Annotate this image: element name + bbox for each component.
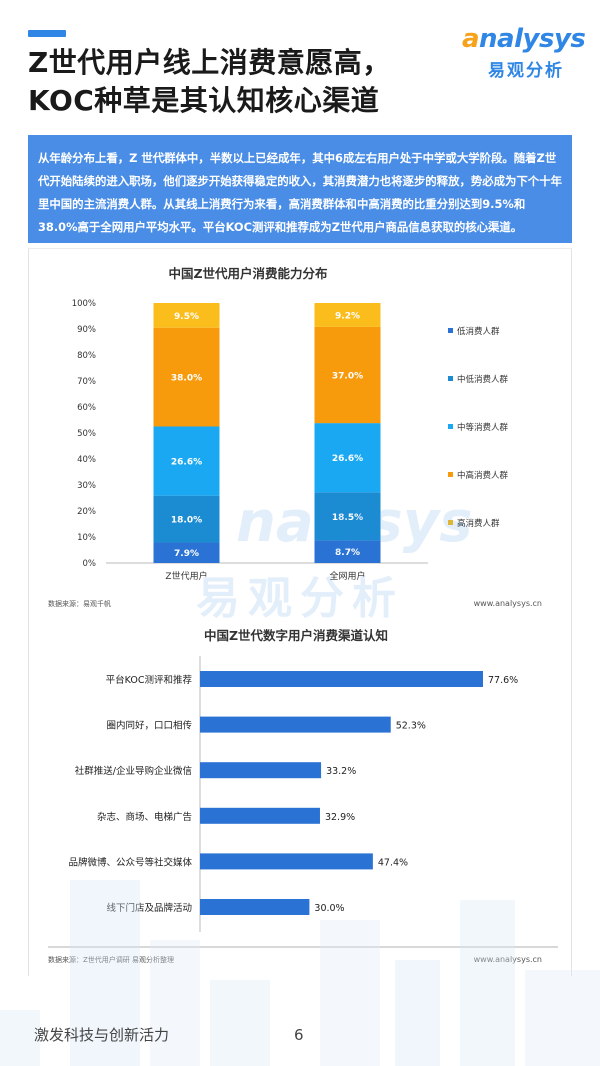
chart1-bar-segment: [153, 303, 220, 328]
chart2-category-label: 平台KOC测评和推荐: [106, 674, 193, 686]
chart1-y-tick: 10%: [77, 533, 96, 543]
chart2-category-label: 圈内同好，口口相传: [106, 720, 192, 732]
chart1-y-tick: 30%: [77, 481, 96, 491]
chart2-bar: [200, 853, 373, 870]
consumption-channel-chart: 中国Z世代数字用户消费渠道认知 77.6% 52.3% 33.2% 32.9% 47.4…: [48, 628, 558, 964]
consumption-ability-chart: 中国Z世代用户消费能力分布 7.9% 18.0% 26.6% 38.0% 9.5% 8.7…: [48, 266, 542, 608]
title-accent-bar: [28, 30, 66, 37]
page-title-line-1: Z世代用户线上消费意愿高，: [28, 46, 391, 79]
chart2-data-label: 33.2%: [326, 766, 356, 777]
chart1-data-label: 7.9%: [174, 549, 199, 559]
chart1-category-label: Z世代用户: [165, 570, 207, 582]
chart1-legend-swatch: [448, 520, 453, 525]
chart1-y-tick: 90%: [77, 325, 96, 335]
chart2-category-label: 品牌微博、公众号等社交媒体: [68, 856, 192, 868]
chart1-legend-swatch: [448, 472, 453, 477]
chart2-category-label: 社群推送/企业导购企业微信: [75, 765, 192, 777]
chart1-legend-label: 低消费人群: [457, 326, 500, 337]
chart2-category-label: 杂志、商场、电梯广告: [97, 811, 192, 823]
chart2-title: 中国Z世代数字用户消费渠道认知: [204, 628, 388, 643]
chart1-y-tick: 60%: [77, 403, 96, 413]
chart2-bar: [200, 807, 320, 824]
page-number: 6: [294, 1026, 304, 1044]
page-title: Z世代用户线上消费意愿高， KOC种草是其认知核心渠道: [28, 44, 448, 120]
chart2-category-label: 线下门店及品牌活动: [106, 902, 192, 914]
chart1-bar-segment: [314, 492, 381, 541]
chart1-bar-segment: [153, 542, 220, 563]
summary-box: 从年龄分布上看，Z 世代群体中，半数以上已经成年，其中6成左右用户处于中学或大学…: [28, 135, 572, 243]
chart1-data-label: 18.5%: [332, 513, 363, 523]
chart1-legend-swatch: [448, 424, 453, 429]
chart2-data-label: 52.3%: [396, 721, 426, 732]
chart1-title: 中国Z世代用户消费能力分布: [168, 266, 328, 281]
chart1-bar-segment: [314, 326, 381, 424]
chart1-bar-segment: [314, 303, 381, 327]
chart2-data-label: 30.0%: [314, 903, 344, 914]
chart1-legend-label: 中低消费人群: [457, 374, 509, 385]
chart2-data-label: 32.9%: [325, 812, 355, 823]
chart1-category-label: 全网用户: [329, 570, 365, 582]
chart1-y-tick: 100%: [72, 299, 96, 309]
chart1-site: www.analysys.cn: [474, 599, 542, 608]
chart1-bar-segment: [314, 423, 381, 493]
chart1-y-tick: 70%: [77, 377, 96, 387]
analysys-logo: analysys 易观分析: [462, 24, 586, 81]
chart1-y-tick: 0%: [83, 559, 97, 569]
chart1-data-label: 8.7%: [335, 548, 360, 558]
chart1-bar-segment: [314, 540, 381, 563]
footer-slogan: 激发科技与创新活力: [34, 1026, 170, 1044]
page-title-line-2: KOC种草是其认知核心渠道: [28, 84, 380, 117]
chart1-bar-segment: [153, 495, 220, 543]
chart2-bar: [200, 762, 322, 779]
chart2-source: 数据来源：Z世代用户调研 易观分析整理: [48, 955, 174, 964]
chart1-data-label: 9.5%: [174, 312, 199, 322]
chart2-bar: [200, 716, 391, 733]
chart1-legend-swatch: [448, 376, 453, 381]
chart1-data-label: 9.2%: [335, 311, 360, 321]
chart2-bar: [200, 671, 483, 687]
chart1-legend-label: 高消费人群: [457, 518, 500, 529]
chart2-bar: [200, 899, 310, 915]
chart2-data-label: 77.6%: [488, 675, 518, 686]
chart1-bar-segment: [153, 327, 220, 427]
chart1-y-tick: 50%: [77, 429, 96, 439]
chart1-data-label: 38.0%: [171, 374, 202, 384]
chart1-legend-swatch: [448, 328, 453, 333]
chart1-legend-label: 中等消费人群: [457, 422, 509, 433]
logo-chinese-name: 易观分析: [488, 61, 564, 81]
chart1-data-label: 37.0%: [332, 372, 363, 382]
chart2-site: www.analysys.cn: [474, 955, 542, 964]
chart1-source: 数据来源：易观千帆: [48, 599, 111, 608]
chart1-data-label: 26.6%: [332, 454, 363, 464]
chart1-y-tick: 20%: [77, 507, 96, 517]
logo-wordmark: analysys: [462, 24, 586, 54]
chart1-y-tick: 80%: [77, 351, 96, 361]
chart1-bar-segment: [153, 426, 220, 496]
chart1-data-label: 26.6%: [171, 458, 202, 468]
chart2-data-label: 47.4%: [378, 857, 408, 868]
chart1-y-tick: 40%: [77, 455, 96, 465]
chart1-legend-label: 中高消费人群: [457, 470, 509, 481]
chart1-data-label: 18.0%: [171, 516, 202, 526]
